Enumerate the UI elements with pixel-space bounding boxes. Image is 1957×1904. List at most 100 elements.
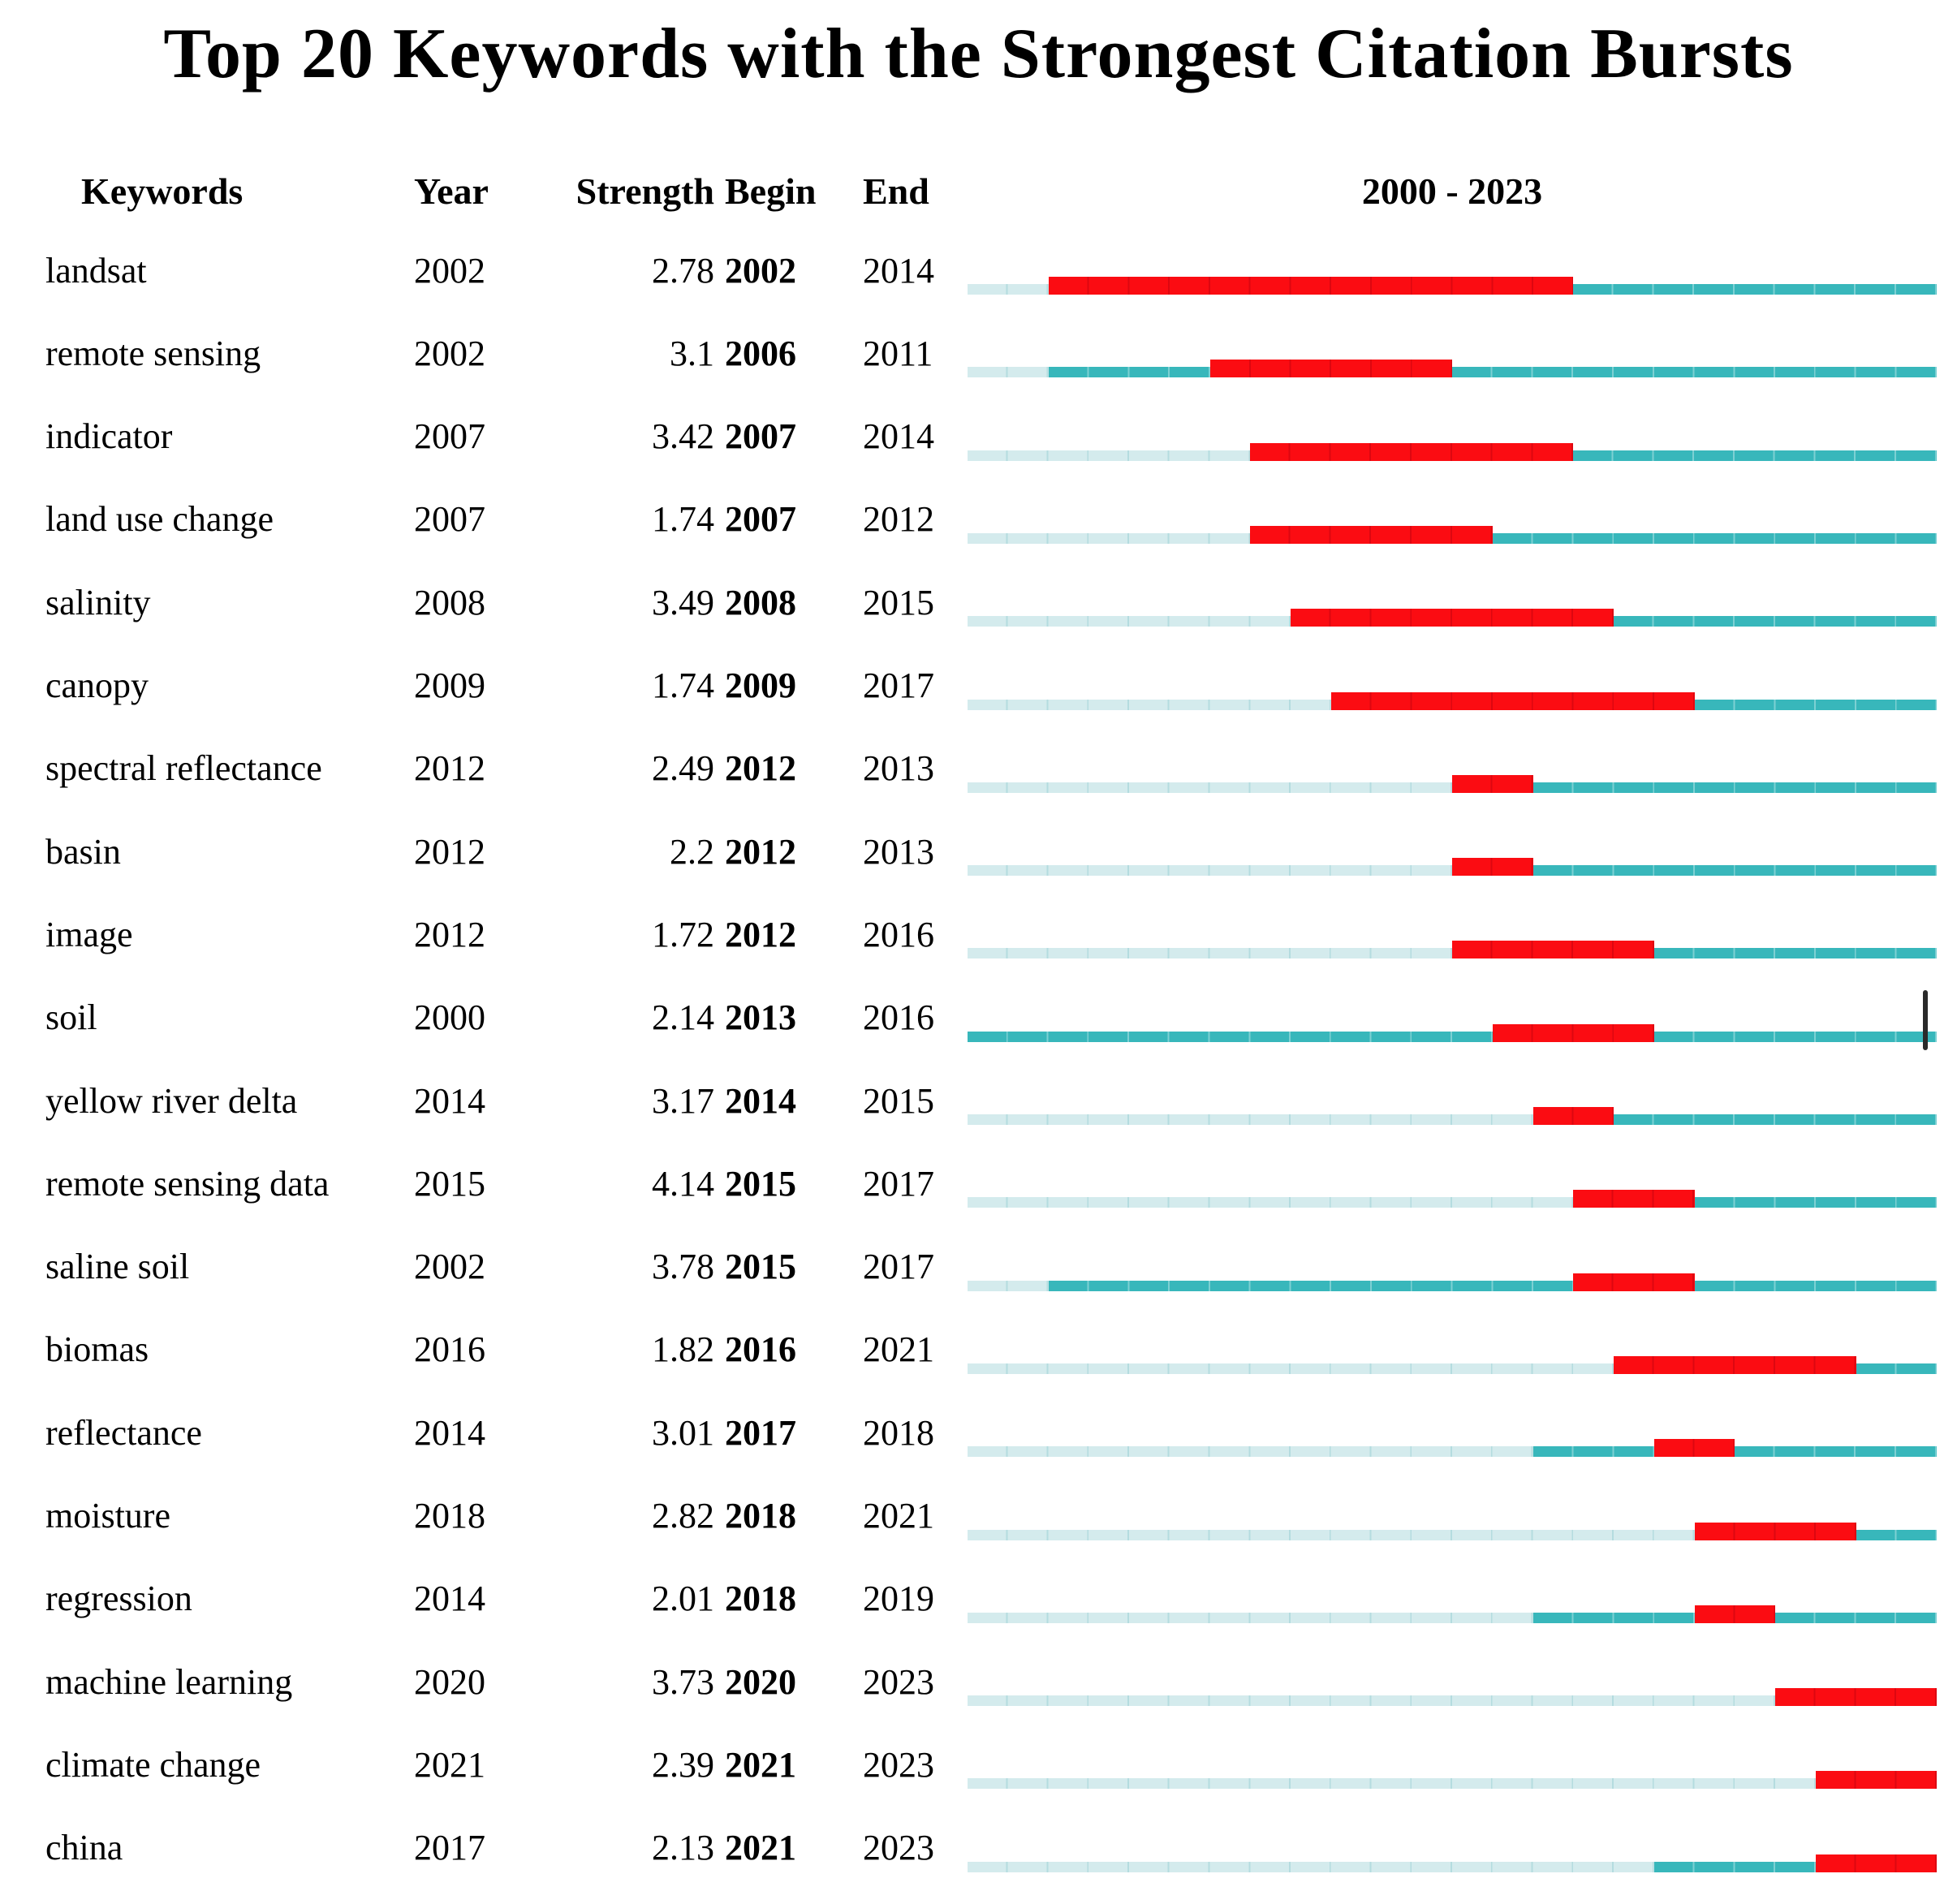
- year-value: 2002: [414, 250, 485, 291]
- burst-timeline-track: [968, 1355, 1937, 1374]
- table-row: saline soil 2002 3.78 2015 2017: [0, 1238, 1957, 1321]
- burst-segment: [1573, 1273, 1695, 1291]
- strength-value: 3.01: [652, 1412, 714, 1453]
- burst-segment: [1291, 609, 1614, 627]
- begin-value: 2018: [725, 1579, 796, 1619]
- burst-segment: [1492, 1023, 1654, 1042]
- end-value: 2018: [863, 1412, 934, 1453]
- begin-value: 2021: [725, 1828, 796, 1868]
- table-row: climate change 2021 2.39 2021 2023: [0, 1736, 1957, 1819]
- end-value: 2021: [863, 1329, 934, 1370]
- pre-appearance-segment: [968, 1114, 1533, 1125]
- burst-timeline-track: [968, 1190, 1937, 1208]
- column-header-begin: Begin: [725, 170, 817, 212]
- strength-value: 2.01: [652, 1579, 714, 1619]
- burst-segment: [1250, 442, 1574, 461]
- active-segment: [1573, 284, 1937, 295]
- end-value: 2015: [863, 582, 934, 622]
- pre-appearance-segment: [968, 1861, 1654, 1872]
- burst-timeline-track: [968, 1688, 1937, 1707]
- active-segment: [1614, 1114, 1937, 1125]
- strength-value: 2.82: [652, 1496, 714, 1536]
- burst-segment: [1815, 1854, 1937, 1872]
- pre-appearance-segment: [968, 284, 1049, 295]
- burst-segment: [1573, 1190, 1695, 1208]
- year-value: 2007: [414, 499, 485, 540]
- pre-appearance-segment: [968, 1612, 1533, 1623]
- burst-timeline-track: [968, 1107, 1937, 1125]
- burst-timeline-track: [968, 941, 1937, 959]
- keyword-label: soil: [45, 997, 97, 1038]
- burst-segment: [1694, 1522, 1856, 1540]
- begin-value: 2012: [725, 831, 796, 872]
- pre-appearance-segment: [968, 450, 1251, 461]
- table-row: soil 2000 2.14 2013 2016: [0, 989, 1957, 1072]
- keyword-label: biomas: [45, 1329, 149, 1370]
- end-value: 2016: [863, 997, 934, 1038]
- begin-value: 2015: [725, 1163, 796, 1204]
- burst-timeline-track: [968, 360, 1937, 378]
- year-value: 2012: [414, 831, 485, 872]
- burst-timeline-track: [968, 609, 1937, 627]
- keyword-label: spectral reflectance: [45, 748, 322, 789]
- end-value: 2014: [863, 250, 934, 291]
- year-value: 2018: [414, 1496, 485, 1536]
- end-value: 2013: [863, 748, 934, 789]
- keyword-label: salinity: [45, 582, 151, 622]
- pre-appearance-segment: [968, 1197, 1574, 1208]
- pre-appearance-segment: [968, 616, 1291, 627]
- burst-segment: [1452, 774, 1533, 793]
- end-value: 2023: [863, 1661, 934, 1702]
- strength-value: 1.74: [652, 499, 714, 540]
- pre-appearance-segment: [968, 1446, 1533, 1458]
- active-segment: [1048, 367, 1210, 378]
- keyword-label: yellow river delta: [45, 1080, 298, 1121]
- end-value: 2013: [863, 831, 934, 872]
- strength-value: 1.82: [652, 1329, 714, 1370]
- table-row: moisture 2018 2.82 2018 2021: [0, 1488, 1957, 1570]
- active-segment: [1653, 948, 1937, 959]
- table-row: spectral reflectance 2012 2.49 2012 2013: [0, 740, 1957, 823]
- year-value: 2015: [414, 1163, 485, 1204]
- active-segment: [1735, 1446, 1937, 1458]
- year-value: 2021: [414, 1744, 485, 1785]
- strength-value: 3.78: [652, 1247, 714, 1287]
- strength-value: 2.14: [652, 997, 714, 1038]
- pre-appearance-segment: [968, 948, 1452, 959]
- active-segment: [1775, 1612, 1937, 1623]
- burst-segment: [1452, 941, 1654, 959]
- burst-segment: [1209, 360, 1452, 378]
- text-cursor-artifact: [1923, 989, 1928, 1050]
- active-segment: [1694, 699, 1937, 710]
- burst-segment: [1694, 1605, 1775, 1623]
- keyword-label: china: [45, 1828, 123, 1868]
- strength-value: 3.17: [652, 1080, 714, 1121]
- end-value: 2012: [863, 499, 934, 540]
- pre-appearance-segment: [968, 1280, 1049, 1291]
- year-value: 2002: [414, 1247, 485, 1287]
- strength-value: 3.49: [652, 582, 714, 622]
- begin-value: 2008: [725, 582, 796, 622]
- year-value: 2000: [414, 997, 485, 1038]
- year-value: 2014: [414, 1579, 485, 1619]
- begin-value: 2015: [725, 1247, 796, 1287]
- keyword-label: climate change: [45, 1744, 261, 1785]
- pre-appearance-segment: [968, 1778, 1816, 1790]
- begin-value: 2018: [725, 1496, 796, 1536]
- column-header-keywords: Keywords: [81, 170, 244, 212]
- pre-appearance-segment: [968, 865, 1452, 877]
- table-row: salinity 2008 3.49 2008 2015: [0, 574, 1957, 657]
- year-value: 2012: [414, 748, 485, 789]
- keyword-label: regression: [45, 1579, 192, 1619]
- active-segment: [1694, 1197, 1937, 1208]
- burst-segment: [1815, 1771, 1937, 1790]
- burst-timeline-track: [968, 691, 1937, 710]
- end-value: 2011: [863, 333, 933, 373]
- begin-value: 2007: [725, 499, 796, 540]
- begin-value: 2007: [725, 416, 796, 457]
- begin-value: 2002: [725, 250, 796, 291]
- burst-timeline-track: [968, 1605, 1937, 1623]
- active-segment: [1614, 616, 1937, 627]
- table-row: land use change 2007 1.74 2007 2012: [0, 491, 1957, 574]
- burst-timeline-track: [968, 442, 1937, 461]
